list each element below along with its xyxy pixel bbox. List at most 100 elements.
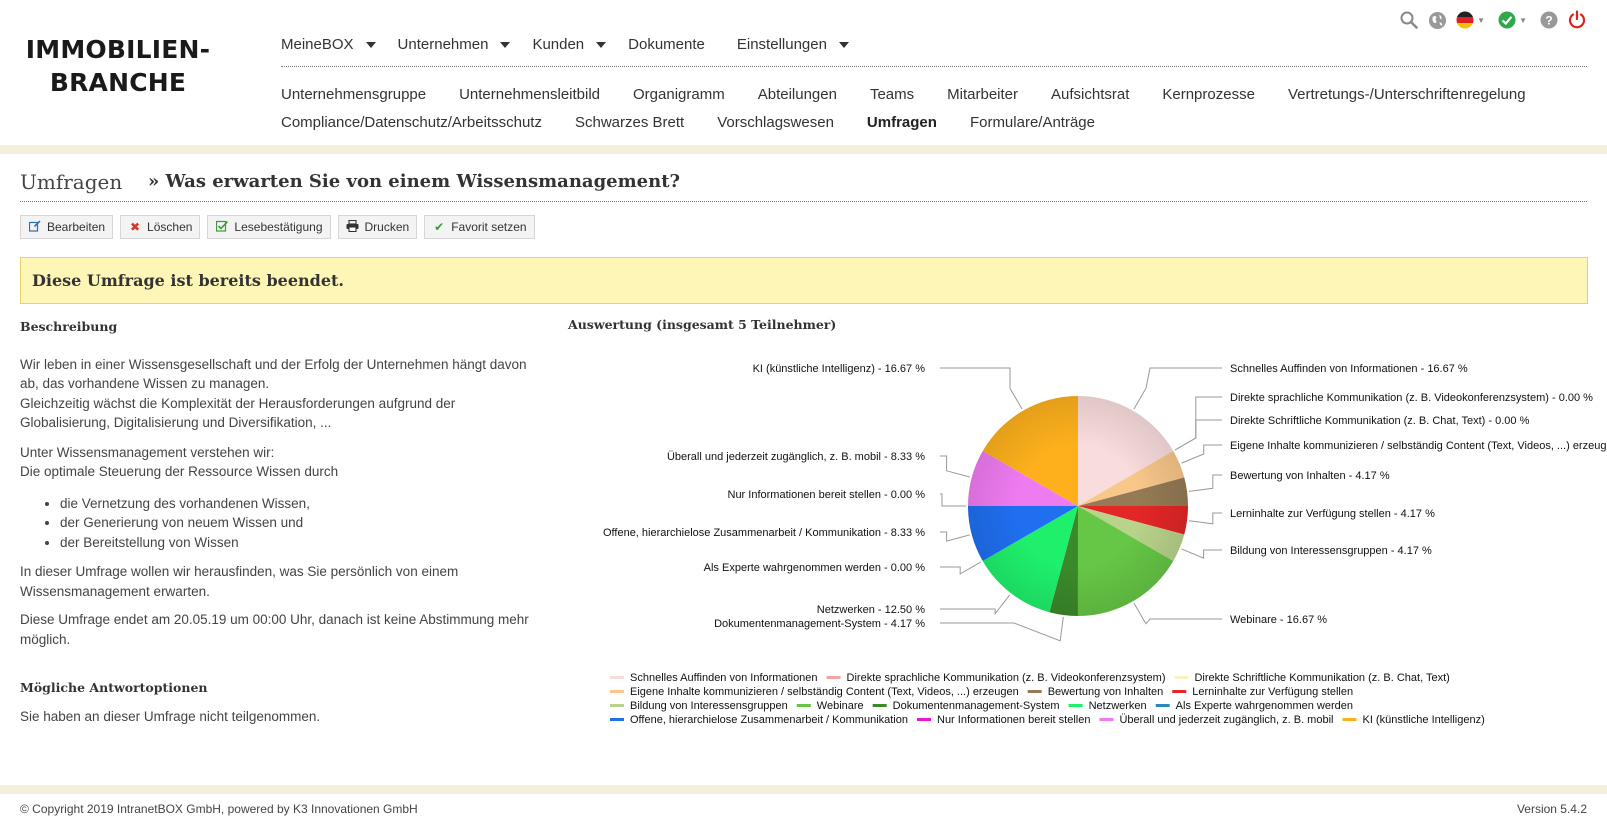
- pie-leader-line: [1188, 512, 1222, 525]
- nav-dokumente-label: Dokumente: [628, 36, 705, 53]
- legend-item[interactable]: Als Experte wahrgenommen werden: [1176, 700, 1353, 712]
- nav-meinebox[interactable]: MeineBOX: [281, 36, 376, 53]
- legend-item[interactable]: Offene, hierarchielose Zusammenarbeit / …: [630, 714, 908, 726]
- legend-swatch: [872, 704, 887, 707]
- legend-item[interactable]: Bewertung von Inhalten: [1048, 686, 1164, 698]
- sub-nav-item-schwarzes-brett[interactable]: Schwarzes Brett: [574, 113, 685, 131]
- pie-data-label: Netzwerken - 12.50 %: [817, 604, 925, 616]
- nav-dokumente[interactable]: Dokumente: [628, 36, 705, 53]
- legend-swatch: [1155, 704, 1170, 707]
- copyright-text: © Copyright 2019 IntranetBOX GmbH, power…: [20, 802, 418, 816]
- sub-nav-item-unternehmensgruppe[interactable]: Unternehmensgruppe: [281, 85, 427, 103]
- sub-nav-item-vorschlagswesen[interactable]: Vorschlagswesen: [717, 113, 834, 131]
- pie-data-label: Offene, hierarchielose Zusammenarbeit / …: [603, 527, 925, 539]
- pie-leader-line: [1133, 367, 1222, 410]
- pie-data-label: Webinare - 16.67 %: [1230, 614, 1327, 626]
- delete-button-label: Löschen: [147, 220, 193, 234]
- power-icon[interactable]: [1567, 10, 1587, 30]
- nav-kunden[interactable]: Kunden: [532, 36, 607, 53]
- legend-item[interactable]: Direkte sprachliche Kommunikation (z. B.…: [847, 672, 1166, 684]
- sub-nav-row-2: Compliance/Datenschutz/Arbeitsschutz Schw…: [281, 108, 1581, 136]
- nav-einstellungen[interactable]: Einstellungen: [737, 36, 849, 53]
- pie-slice: [967, 505, 1078, 561]
- legend-item[interactable]: Direkte Schriftliche Kommunikation (z. B…: [1194, 672, 1449, 684]
- pie-leader-line: [940, 531, 970, 542]
- legend-item[interactable]: Dokumentenmanagement-System: [893, 700, 1060, 712]
- top-icon-bar: ▼ ▼ ?: [1399, 10, 1587, 30]
- print-icon: [346, 219, 360, 235]
- pie-leader-line: [1174, 396, 1222, 451]
- description-heading: Beschreibung: [20, 319, 118, 334]
- action-toolbar: Bearbeiten ✖ Löschen Lesebestätigung Druc…: [20, 215, 535, 239]
- legend-item[interactable]: KI (künstliche Intelligenz): [1362, 714, 1484, 726]
- legend-swatch: [1068, 704, 1083, 707]
- set-favorite-button[interactable]: ✔ Favorit setzen: [424, 215, 535, 239]
- nav-divider: [281, 66, 1587, 67]
- german-flag-icon[interactable]: [1455, 10, 1475, 30]
- pie-leader-line: [940, 616, 1064, 642]
- sub-nav-item-mitarbeiter[interactable]: Mitarbeiter: [947, 85, 1018, 103]
- footer-band: [0, 785, 1607, 794]
- sub-nav-item-organigramm[interactable]: Organigramm: [633, 85, 725, 103]
- status-caret-icon[interactable]: ▼: [1519, 15, 1527, 25]
- sub-nav-item-unternehmensleitbild[interactable]: Unternehmensleitbild: [459, 85, 601, 103]
- legend-swatch: [796, 704, 811, 707]
- sub-nav-item-aufsichtsrat[interactable]: Aufsichtsrat: [1051, 85, 1130, 103]
- company-logo[interactable]: IMMOBILIEN- BRANCHE: [18, 33, 218, 99]
- pie-data-label: Direkte Schriftliche Kommunikation (z. B…: [1230, 415, 1530, 427]
- search-icon[interactable]: [1399, 10, 1419, 30]
- answer-options-heading: Mögliche Antwortoptionen: [20, 680, 208, 695]
- description-paragraph: Die optimale Steuerung der Ressource Wis…: [20, 464, 339, 479]
- edit-button[interactable]: Bearbeiten: [20, 215, 114, 239]
- dropdown-caret-icon: [365, 41, 376, 48]
- print-button[interactable]: Drucken: [337, 215, 418, 239]
- nav-unternehmen[interactable]: Unternehmen: [398, 36, 511, 53]
- legend-item[interactable]: Bildung von Interessensgruppen: [630, 700, 788, 712]
- sub-nav-item-formulare-anträge[interactable]: Formulare/Anträge: [969, 113, 1095, 131]
- description-paragraph: In dieser Umfrage wollen wir herausfinde…: [20, 564, 459, 599]
- sub-nav-item-kernprozesse[interactable]: Kernprozesse: [1162, 85, 1255, 103]
- legend-item[interactable]: Webinare: [817, 700, 864, 712]
- section-breadcrumb[interactable]: Umfragen: [20, 170, 123, 194]
- pie-slice: [1078, 506, 1185, 562]
- description-paragraph: Gleichzeitig wächst die Komplexität der …: [20, 395, 456, 431]
- pie-data-label: Überall und jederzeit zugänglich, z. B. …: [667, 451, 925, 463]
- globe-icon[interactable]: [1427, 10, 1447, 30]
- pie-data-label: Eigene Inhalte kommunizieren / selbständ…: [1230, 440, 1607, 452]
- legend-swatch: [1342, 718, 1357, 721]
- legend-item[interactable]: Überall und jederzeit zugänglich, z. B. …: [1119, 714, 1333, 726]
- sub-nav-item-umfragen[interactable]: Umfragen: [866, 113, 937, 131]
- header: IMMOBILIEN- BRANCHE ▼ ▼ ? MeineBOX Unter…: [0, 0, 1607, 145]
- sub-nav-item-abteilungen[interactable]: Abteilungen: [757, 85, 837, 103]
- edit-button-label: Bearbeiten: [47, 220, 106, 234]
- edit-icon: [28, 220, 42, 235]
- delete-button[interactable]: ✖ Löschen: [120, 215, 201, 239]
- sub-nav-item-compliance-datenschutz-arbeitsschutz[interactable]: Compliance/Datenschutz/Arbeitsschutz: [281, 113, 542, 131]
- legend-swatch: [826, 676, 841, 679]
- legend-item[interactable]: Netzwerken: [1089, 700, 1147, 712]
- logo-line-2: BRANCHE: [49, 68, 187, 97]
- read-confirmation-button[interactable]: Lesebestätigung: [207, 215, 331, 239]
- legend-swatch: [917, 718, 931, 721]
- sub-nav-item-teams[interactable]: Teams: [869, 85, 915, 103]
- pie-leader-line: [940, 561, 982, 575]
- pie-data-label: Direkte sprachliche Kommunikation (z. B.…: [1230, 392, 1593, 404]
- sub-nav-item-vertretungs-unterschriftenregelung[interactable]: Vertretungs-/Unterschriftenregelung: [1287, 85, 1526, 103]
- status-check-icon[interactable]: [1497, 10, 1517, 30]
- participation-status-text: Sie haben an dieser Umfrage nicht teilge…: [20, 708, 321, 724]
- description-bullet-list: die Vernetzung des vorhandenen Wissen, d…: [60, 494, 545, 553]
- legend-item[interactable]: Eigene Inhalte kommunizieren / selbständ…: [630, 686, 1019, 698]
- legend-item[interactable]: Nur Informationen bereit stellen: [937, 714, 1090, 726]
- legend-item[interactable]: Lerninhalte zur Verfügung stellen: [1192, 686, 1353, 698]
- dropdown-caret-icon: [838, 41, 849, 48]
- description-paragraph: Wir leben in einer Wissensgesellschaft u…: [20, 356, 527, 392]
- pie-slice: [1049, 506, 1078, 616]
- nav-meinebox-label: MeineBOX: [281, 36, 354, 53]
- survey-ended-notice: Diese Umfrage ist bereits beendet.: [20, 257, 1588, 304]
- language-caret-icon[interactable]: ▼: [1477, 15, 1486, 25]
- pie-leader-line: [940, 493, 966, 507]
- legend-item[interactable]: Schnelles Auffinden von Informationen: [630, 672, 818, 684]
- pie-leader-line: [940, 594, 1011, 616]
- help-icon[interactable]: ?: [1539, 10, 1559, 30]
- legend-swatch: [610, 690, 624, 693]
